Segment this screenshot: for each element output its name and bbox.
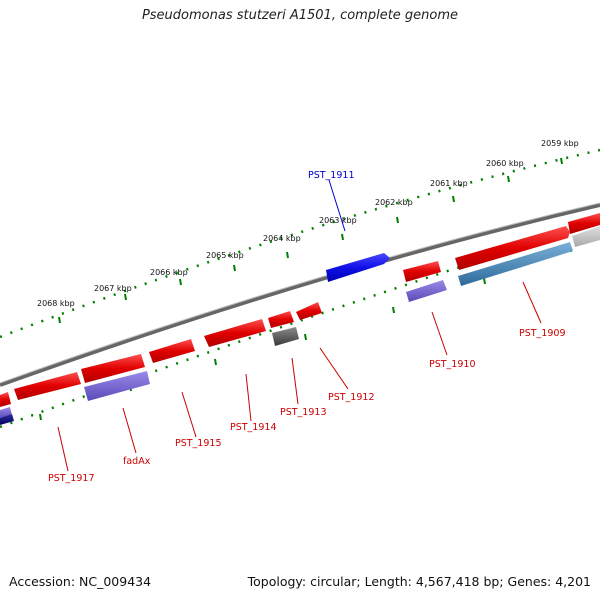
gene-block-red xyxy=(455,226,570,270)
gene-block-light xyxy=(572,226,600,247)
gene-block-rna xyxy=(458,242,573,286)
feature-blocks xyxy=(0,213,600,425)
gene-block-red xyxy=(81,354,145,383)
gene-block-red xyxy=(0,392,11,407)
tick-label: 2062 kbp xyxy=(375,198,413,207)
kbp-labels: 2059 kbp 2060 kbp 2061 kbp 2062 kbp 2063… xyxy=(37,139,579,308)
gene-label-pst-1910: PST_1910 xyxy=(429,359,476,370)
gene-label-pst-1917: PST_1917 xyxy=(48,473,95,484)
gene-block-red xyxy=(268,311,294,328)
gene-label-fadax: fadAx xyxy=(123,456,151,467)
tick-label: 2063 kbp xyxy=(319,216,357,225)
gene-block-protein xyxy=(84,371,150,401)
genome-backbone-highlight xyxy=(0,202,600,384)
tick-label: 2064 kbp xyxy=(263,234,301,243)
genome-backbone xyxy=(0,203,600,387)
genome-summary-text: Topology: circular; Length: 4,567,418 bp… xyxy=(247,574,591,589)
gene-label-pst-1914: PST_1914 xyxy=(230,422,277,433)
gene-label-pst-1912: PST_1912 xyxy=(328,392,375,403)
gene-block-red xyxy=(403,261,441,282)
gene-block-red xyxy=(149,339,195,363)
tick-label: 2066 kbp xyxy=(150,268,188,277)
label-leaders xyxy=(57,179,542,472)
gene-block-pseudo xyxy=(272,327,299,346)
gene-label-pst-1909: PST_1909 xyxy=(519,328,566,339)
map-title: Pseudomonas stutzeri A1501, complete gen… xyxy=(141,8,459,23)
gene-block-red xyxy=(204,319,266,347)
gene-labels: PST_1911 PST_1909 PST_1910 PST_1912 PST_… xyxy=(48,170,566,484)
tick-label: 2061 kbp xyxy=(430,179,468,188)
tick-label: 2067 kbp xyxy=(94,284,132,293)
gene-block-pst-1911 xyxy=(326,253,390,282)
tick-label: 2059 kbp xyxy=(541,139,579,148)
gene-block-red xyxy=(14,372,81,400)
accession-text: Accession: NC_009434 xyxy=(9,574,152,589)
gene-block-navy xyxy=(0,414,14,425)
gene-block-red xyxy=(568,213,600,234)
gene-label-pst-1911: PST_1911 xyxy=(308,170,355,181)
gene-label-pst-1913: PST_1913 xyxy=(280,407,327,418)
tick-label: 2065 kbp xyxy=(206,251,244,260)
tick-label: 2068 kbp xyxy=(37,299,75,308)
gene-block-protein xyxy=(406,280,447,302)
tick-label: 2060 kbp xyxy=(486,159,524,168)
outer-major-ticks xyxy=(58,157,563,324)
gene-block-red xyxy=(296,302,322,320)
gene-label-pst-1915: PST_1915 xyxy=(175,438,222,449)
